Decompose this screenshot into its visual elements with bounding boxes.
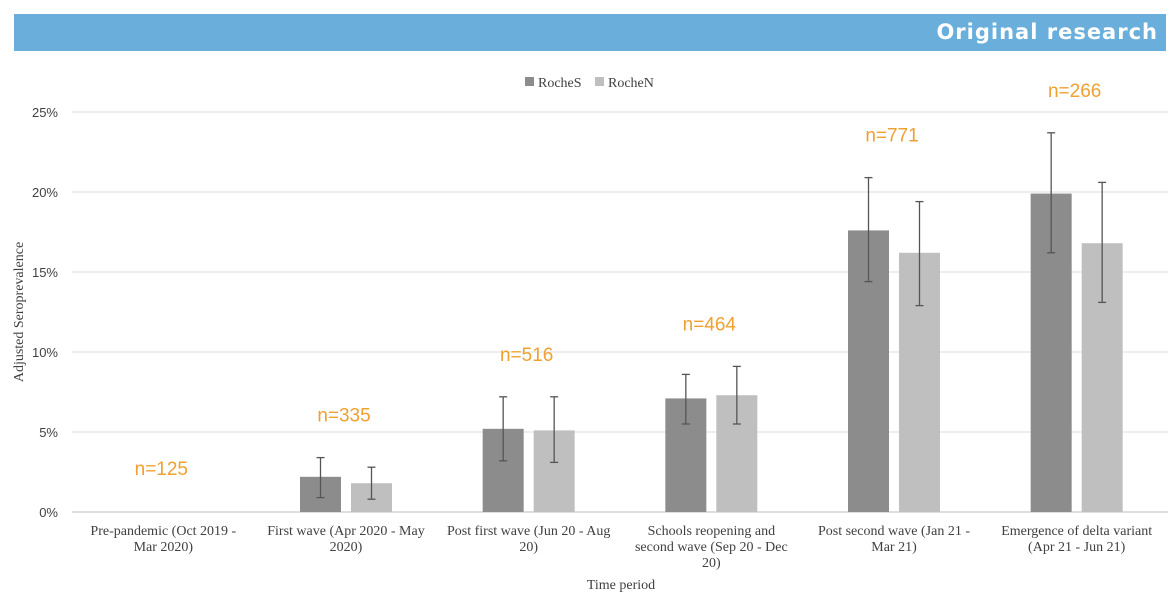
y-tick-label: 10% xyxy=(32,345,58,360)
legend-label: RocheN xyxy=(608,76,654,91)
bars xyxy=(300,193,1123,513)
header-banner: Original research xyxy=(14,14,1166,51)
sample-size-label: n=335 xyxy=(317,406,370,427)
y-axis-label: Adjusted Seroprevalence xyxy=(12,242,27,382)
x-tick-label: Schools reopening and xyxy=(648,524,776,539)
x-tick-label: Post first wave (Jun 20 - Aug xyxy=(447,524,610,539)
legend-label: RocheS xyxy=(538,76,582,91)
x-tick-label: First wave (Apr 2020 - May xyxy=(267,524,424,539)
banner-label: Original research xyxy=(936,20,1158,44)
x-axis-label: Time period xyxy=(587,578,655,593)
y-tick-label: 20% xyxy=(32,185,58,200)
x-tick-label: (Apr 21 - Jun 21) xyxy=(1028,540,1126,555)
legend: RocheS RocheN xyxy=(525,76,654,91)
x-tick-label: Mar 2020) xyxy=(134,540,194,555)
y-tick-label: 15% xyxy=(32,265,58,280)
y-tick-labels: 0% 5% 10% 15% 20% 25% xyxy=(32,105,58,520)
error-bars xyxy=(316,132,1107,500)
grid-lines xyxy=(72,111,1168,513)
x-tick-label: Pre-pandemic (Oct 2019 - xyxy=(90,524,236,539)
sample-size-labels: n=125 n=335 n=516 n=464 n=771 n=266 xyxy=(135,81,1102,480)
x-tick-label: Emergence of delta variant xyxy=(1001,524,1152,539)
legend-swatch xyxy=(595,77,604,86)
y-tick-label: 25% xyxy=(32,105,58,120)
sample-size-label: n=125 xyxy=(135,459,188,480)
sample-size-label: n=266 xyxy=(1048,81,1101,102)
sample-size-label: n=516 xyxy=(500,345,553,366)
x-tick-label: 20) xyxy=(519,540,538,555)
x-tick-label: Mar 21) xyxy=(871,540,917,555)
x-tick-label: 2020) xyxy=(330,540,363,555)
sample-size-label: n=464 xyxy=(683,314,737,335)
legend-swatch xyxy=(525,77,534,86)
x-tick-labels: Pre-pandemic (Oct 2019 -Mar 2020) First w… xyxy=(90,524,1152,571)
y-tick-label: 0% xyxy=(39,505,58,520)
sample-size-label: n=771 xyxy=(865,126,918,147)
y-tick-label: 5% xyxy=(39,425,58,440)
x-tick-label: 20) xyxy=(702,556,721,571)
x-tick-label: Post second wave (Jan 21 - xyxy=(818,524,970,539)
x-tick-label: second wave (Sep 20 - Dec xyxy=(635,540,788,555)
